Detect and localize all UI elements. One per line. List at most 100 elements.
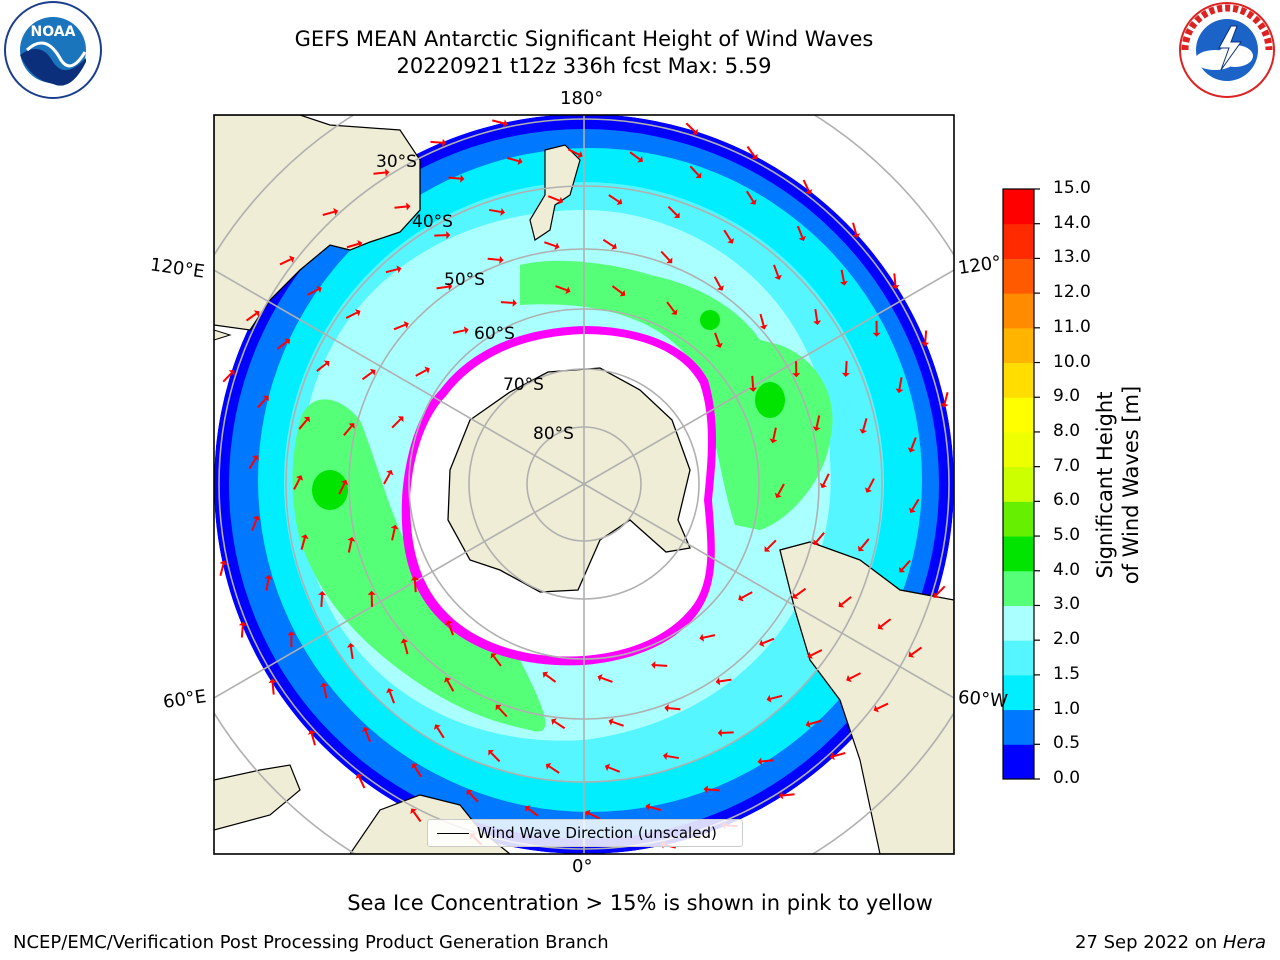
wind-arrow-head: [738, 594, 744, 602]
wind-arrow: [795, 587, 807, 597]
wind-arrow: [685, 122, 696, 133]
wind-arrow: [815, 532, 825, 543]
colorbar: [1003, 188, 1040, 780]
lon-label-0: 0°: [572, 856, 593, 877]
legend-label: Wind Wave Direction (unscaled): [477, 824, 717, 842]
wind-arrow: [833, 752, 846, 758]
wind-arrow: [629, 151, 641, 161]
wind-arrow: [840, 269, 845, 282]
wind-arrow-head: [717, 728, 722, 737]
credit-text: NCEP/EMC/Verification Post Processing Pr…: [13, 932, 609, 953]
wind-arrow-head: [839, 280, 848, 286]
wind-arrow-head: [369, 368, 376, 376]
chart-subtitle: 20220921 t12z 336h fcst Max: 5.59: [396, 54, 772, 78]
wind-arrow: [782, 793, 795, 797]
wind-arrow-head: [846, 675, 852, 683]
noaa-text: NOAA: [31, 24, 76, 40]
wind-arrow: [490, 752, 501, 763]
wind-arrow: [394, 205, 407, 209]
wind-arrow-head: [495, 704, 502, 711]
colorbar-segment: [1003, 674, 1034, 711]
wind-arrow: [911, 646, 923, 656]
wind-arrow-head: [284, 338, 291, 345]
wind-arrow-head: [838, 601, 845, 608]
wind-arrow: [364, 730, 372, 743]
lat-label-80s: 80°S: [533, 424, 574, 444]
colorbar-tick-label: 10.0: [1053, 351, 1091, 372]
wind-arrow-head: [673, 212, 680, 218]
lon-label-60w: 60°W: [957, 686, 1009, 713]
lon-label-180: 180°: [560, 88, 604, 109]
colorbar-segment: [1003, 293, 1034, 329]
wind-arrow: [322, 210, 335, 216]
wind-arrow: [600, 676, 613, 683]
wind-arrow-head: [289, 255, 295, 263]
sea-ice-note: Sea Ice Concentration > 15% is shown in …: [347, 891, 933, 915]
wind-arrow: [300, 537, 306, 550]
lat-label-50s: 50°S: [444, 270, 485, 290]
wind-arrow: [649, 805, 662, 812]
wind-arrow-head: [490, 653, 497, 659]
wind-arrow: [361, 371, 373, 381]
wind-arrow-head: [597, 674, 603, 682]
date-system: Hera: [1222, 932, 1266, 953]
wind-arrow-head: [323, 360, 330, 367]
wind-arrow: [391, 528, 396, 541]
nws-logo: [1179, 2, 1275, 98]
colorbar-segment: [1003, 640, 1034, 676]
wind-arrow: [666, 755, 679, 760]
wind-arrow-head: [488, 750, 495, 756]
wind-arrow: [666, 301, 676, 313]
wind-arrow-head: [410, 808, 417, 815]
wind-arrow: [430, 140, 443, 144]
wind-arrow-head: [933, 592, 940, 598]
wind-arrow: [448, 176, 461, 180]
wind-arrow: [345, 311, 358, 319]
colorbar-segment: [1003, 327, 1034, 364]
colorbar-tick-label: 7.0: [1053, 455, 1081, 476]
wind-arrow: [240, 625, 244, 638]
wind-arrow: [943, 391, 949, 405]
wind-arrow-head: [307, 729, 316, 735]
wind-arrow-head: [557, 196, 564, 205]
colorbar-segment: [1003, 536, 1034, 572]
wind-arrow: [893, 273, 897, 286]
wind-arrow: [668, 707, 681, 711]
wind-arrow-head: [769, 438, 778, 444]
wind-arrow: [413, 766, 423, 778]
wind-arrow: [608, 766, 621, 773]
wind-arrow: [815, 415, 821, 428]
legend-line-icon: [437, 832, 469, 834]
wind-arrow-head: [355, 309, 361, 317]
wind-arrow-head: [348, 423, 355, 429]
wind-arrow-head: [446, 231, 451, 240]
wind-arrow-head: [715, 342, 723, 348]
wind-arrow: [867, 478, 875, 490]
wind-arrow: [492, 655, 502, 667]
wind-arrow-head: [774, 492, 782, 499]
wind-arrow-head: [406, 202, 411, 211]
wind-arrow-head: [717, 285, 724, 291]
wind-arrow-head: [463, 326, 469, 335]
wind-arrow-head: [727, 238, 735, 244]
wind-arrow-head: [877, 623, 884, 630]
colorbar-segment: [1003, 189, 1034, 225]
colorbar-title: Significant Height of Wind Waves [m]: [1093, 385, 1143, 585]
wind-arrow: [276, 340, 288, 350]
wind-arrow: [746, 145, 756, 157]
wind-arrow: [751, 375, 755, 388]
wind-arrow: [547, 195, 560, 202]
wind-arrow: [555, 285, 568, 292]
wind-arrow: [497, 707, 508, 718]
date-prefix: 27 Sep 2022 on: [1075, 932, 1223, 953]
wind-arrow-head: [577, 151, 583, 159]
wind-arrow-head: [403, 321, 409, 329]
wind-arrow: [901, 559, 911, 571]
wind-arrow-head: [899, 566, 906, 573]
wind-arrow: [391, 418, 402, 429]
wind-arrow-head: [384, 168, 390, 177]
wind-arrow: [762, 637, 775, 645]
wind-arrow: [802, 179, 810, 192]
wind-arrow-head: [778, 791, 784, 800]
